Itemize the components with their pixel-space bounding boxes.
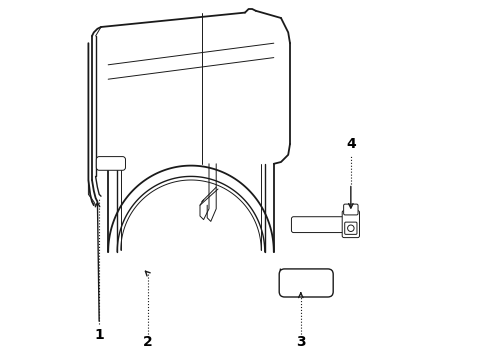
FancyBboxPatch shape [343,204,358,215]
FancyBboxPatch shape [342,211,360,238]
Circle shape [347,225,354,231]
FancyBboxPatch shape [345,222,357,234]
FancyBboxPatch shape [292,217,351,233]
Text: 2: 2 [143,335,153,349]
Text: 4: 4 [346,137,356,151]
FancyBboxPatch shape [279,269,333,297]
Text: 1: 1 [95,328,104,342]
FancyBboxPatch shape [97,157,125,170]
Text: 3: 3 [296,335,306,349]
